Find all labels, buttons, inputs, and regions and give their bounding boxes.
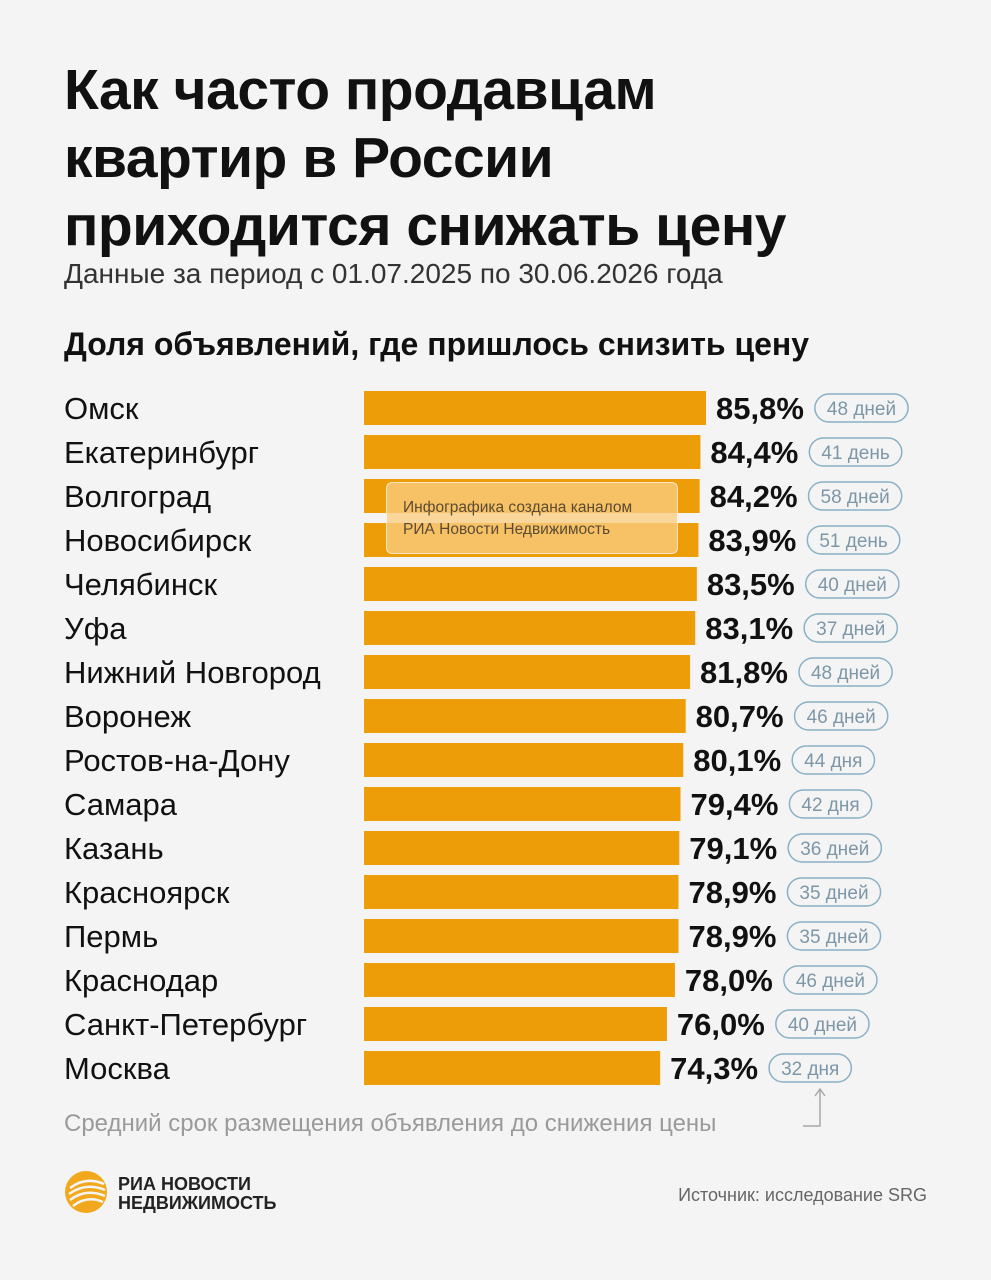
bar (364, 919, 679, 953)
duration-label: 48 дней (811, 663, 880, 684)
logo-line: РИА НОВОСТИ (118, 1174, 251, 1194)
duration-label: 36 дней (800, 839, 869, 860)
watermark-line: РИА Новости Недвижимость (403, 521, 611, 538)
duration-label: 40 дней (788, 1015, 857, 1036)
category-label: Ростов-на-Дону (64, 743, 290, 778)
category-label: Волгоград (64, 479, 211, 514)
value-label: 84,2% (710, 479, 798, 514)
value-label: 79,4% (690, 787, 778, 822)
duration-pill (804, 569, 900, 599)
duration-label: 58 дней (821, 487, 890, 508)
category-label: Воронеж (64, 699, 191, 734)
value-label: 85,8% (716, 391, 804, 426)
source-note: Источник: исследование SRG (678, 1185, 927, 1205)
footnote-connector (803, 1090, 821, 1127)
value-label: 83,5% (707, 567, 795, 602)
footnote: Средний срок размещения объявления до сн… (64, 1110, 717, 1137)
watermark: Инфографика создана каналом РИА Новости … (386, 482, 678, 554)
value-label: 83,9% (708, 523, 796, 558)
bar (364, 567, 697, 601)
duration-pill (807, 481, 903, 511)
bar (364, 655, 691, 689)
duration-label: 46 дней (796, 971, 865, 992)
footnote-arrow-icon (814, 1087, 826, 1097)
duration-label: 37 дней (816, 619, 885, 640)
title-line: квартир в России (64, 126, 554, 190)
duration-pill (806, 525, 901, 555)
duration-pill (803, 613, 899, 643)
value-label: 74,3% (670, 1051, 758, 1086)
duration-pill (786, 877, 882, 907)
duration-pill (793, 701, 889, 731)
value-label: 78,9% (688, 919, 776, 954)
value-label: 80,7% (696, 699, 784, 734)
duration-label: 32 дня (781, 1059, 839, 1080)
value-label: 80,1% (693, 743, 781, 778)
duration-label: 35 дней (799, 927, 868, 948)
duration-label: 44 дня (804, 751, 862, 772)
bar (364, 611, 696, 645)
category-label: Пермь (64, 919, 158, 954)
duration-label: 35 дней (799, 883, 868, 904)
bar (364, 831, 680, 865)
title-line: приходится снижать цену (64, 194, 786, 258)
duration-pill (798, 657, 893, 687)
value-label: 81,8% (700, 655, 788, 690)
bar (364, 435, 701, 469)
bar (364, 963, 675, 997)
category-label: Омск (64, 391, 139, 426)
watermark-line: Инфографика создана каналом (403, 499, 633, 516)
duration-label: 48 дней (827, 399, 896, 420)
category-label: Москва (64, 1051, 171, 1086)
logo-line: НЕДВИЖИМОСТЬ (118, 1193, 277, 1213)
category-label: Челябинск (64, 567, 217, 602)
duration-label: 41 день (821, 443, 890, 464)
duration-pill (791, 745, 876, 775)
value-label: 78,9% (688, 875, 776, 910)
ria-logo-icon (65, 1171, 107, 1213)
category-label: Новосибирск (64, 523, 252, 558)
duration-pill (788, 789, 873, 819)
category-label: Краснодар (64, 963, 218, 998)
bar (364, 391, 706, 425)
page-title: Как часто продавцам квартир в России при… (64, 56, 924, 260)
value-label: 84,4% (710, 435, 798, 470)
bar (364, 743, 684, 777)
value-label: 79,1% (689, 831, 777, 866)
duration-label: 46 дней (807, 707, 876, 728)
duration-pill (783, 965, 878, 995)
duration-label: 42 дня (801, 795, 859, 816)
bar (364, 699, 686, 733)
category-label: Уфа (64, 611, 127, 646)
category-label: Красноярск (64, 875, 230, 910)
value-label: 78,0% (685, 963, 773, 998)
title-line: Как часто продавцам (64, 58, 657, 122)
value-label: 83,1% (705, 611, 793, 646)
bar (364, 1051, 661, 1085)
category-label: Казань (64, 831, 164, 866)
bar (364, 875, 679, 909)
duration-pill (786, 921, 882, 951)
duration-pill (787, 833, 883, 863)
duration-pill (775, 1009, 870, 1039)
subtitle: Данные за период с 01.07.2025 по 30.06.2… (64, 258, 723, 289)
bar (364, 787, 681, 821)
duration-pill (814, 393, 909, 423)
category-label: Нижний Новгород (64, 655, 321, 690)
duration-pill (768, 1053, 853, 1083)
category-label: Екатеринбург (64, 435, 259, 470)
chart-title: Доля объявлений, где пришлось снизить це… (64, 326, 810, 362)
value-label: 76,0% (677, 1007, 765, 1042)
bar (364, 1007, 667, 1041)
duration-label: 51 день (819, 531, 888, 552)
duration-label: 40 дней (818, 575, 887, 596)
logo-text: РИА НОВОСТИ НЕДВИЖИМОСТЬ (118, 1175, 276, 1213)
category-label: Санкт-Петербург (64, 1007, 307, 1042)
category-label: Самара (64, 787, 178, 822)
duration-pill (808, 437, 903, 467)
